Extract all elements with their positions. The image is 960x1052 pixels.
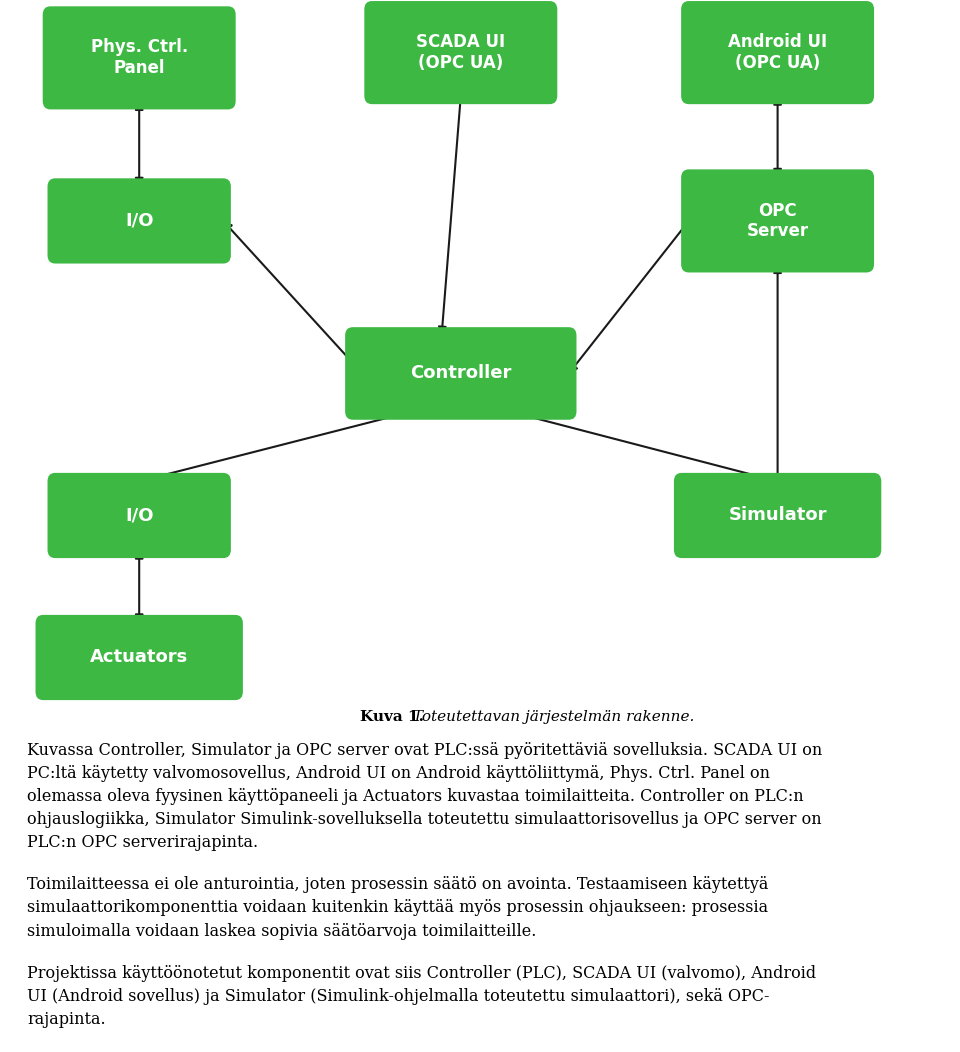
Text: I/O: I/O (125, 211, 154, 230)
Text: Toimilaitteessa ei ole anturointia, joten prosessin säätö on avointa. Testaamise: Toimilaitteessa ei ole anturointia, jote… (27, 876, 768, 893)
Text: rajapinta.: rajapinta. (27, 1011, 106, 1028)
FancyBboxPatch shape (42, 6, 236, 109)
Text: SCADA UI
(OPC UA): SCADA UI (OPC UA) (417, 34, 505, 72)
Text: ohjauslogiikka, Simulator Simulink-sovelluksella toteutettu simulaattorisovellus: ohjauslogiikka, Simulator Simulink-sovel… (27, 811, 822, 828)
FancyBboxPatch shape (346, 327, 576, 420)
Text: OPC
Server: OPC Server (747, 202, 808, 240)
Text: Actuators: Actuators (90, 648, 188, 667)
Text: Controller: Controller (410, 364, 512, 383)
FancyBboxPatch shape (682, 169, 874, 272)
FancyBboxPatch shape (364, 1, 557, 104)
Text: PLC:n OPC serverirajapinta.: PLC:n OPC serverirajapinta. (27, 834, 258, 851)
Text: Phys. Ctrl.
Panel: Phys. Ctrl. Panel (90, 39, 188, 77)
Text: PC:ltä käytetty valvomosovellus, Android UI on Android käyttöliittymä, Phys. Ctr: PC:ltä käytetty valvomosovellus, Android… (27, 765, 770, 782)
Text: I/O: I/O (125, 506, 154, 525)
Text: simuloimalla voidaan laskea sopivia säätöarvoja toimilaitteille.: simuloimalla voidaan laskea sopivia säät… (27, 923, 537, 939)
Text: UI (Android sovellus) ja Simulator (Simulink-ohjelmalla toteutettu simulaattori): UI (Android sovellus) ja Simulator (Simu… (27, 988, 769, 1005)
Text: Android UI
(OPC UA): Android UI (OPC UA) (728, 34, 828, 72)
Text: Projektissa käyttöönotetut komponentit ovat siis Controller (PLC), SCADA UI (val: Projektissa käyttöönotetut komponentit o… (27, 965, 816, 982)
FancyBboxPatch shape (674, 473, 881, 558)
Text: Simulator: Simulator (729, 506, 827, 525)
Text: Toteutettavan järjestelmän rakenne.: Toteutettavan järjestelmän rakenne. (408, 710, 694, 724)
Text: simulaattorikomponenttia voidaan kuitenkin käyttää myös prosessin ohjaukseen: pr: simulaattorikomponenttia voidaan kuitenk… (27, 899, 768, 916)
FancyBboxPatch shape (36, 614, 243, 701)
FancyBboxPatch shape (47, 473, 230, 558)
Text: olemassa oleva fyysinen käyttöpaneeli ja Actuators kuvastaa toimilaitteita. Cont: olemassa oleva fyysinen käyttöpaneeli ja… (27, 788, 804, 805)
FancyBboxPatch shape (682, 1, 874, 104)
Text: Kuvassa Controller, Simulator ja OPC server ovat PLC:ssä pyöritettäviä sovelluks: Kuvassa Controller, Simulator ja OPC ser… (27, 742, 822, 758)
Text: Kuva 1.: Kuva 1. (360, 710, 424, 724)
FancyBboxPatch shape (47, 178, 230, 263)
